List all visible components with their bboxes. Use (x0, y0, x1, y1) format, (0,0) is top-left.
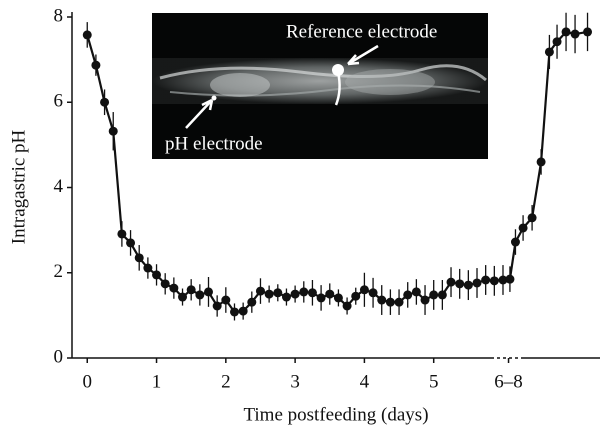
data-point (498, 275, 508, 285)
data-point (247, 297, 257, 307)
data-point (100, 97, 110, 107)
data-point (186, 285, 196, 295)
y-axis-label: Intragastric pH (8, 129, 29, 244)
data-point (561, 27, 571, 37)
data-point (143, 263, 153, 273)
x-tick-label: 4 (360, 371, 370, 392)
data-point (264, 289, 274, 299)
data-point (463, 280, 473, 290)
x-tick-label: 0 (82, 371, 92, 392)
y-tick-label: 2 (54, 261, 64, 282)
data-point (82, 30, 92, 40)
data-point (536, 157, 546, 167)
data-point (152, 270, 162, 280)
data-point (212, 301, 222, 311)
y-tick-label: 0 (54, 346, 64, 367)
y-tick-label: 6 (54, 91, 64, 112)
data-point (316, 293, 326, 303)
data-point (411, 287, 421, 297)
data-point (325, 289, 335, 299)
data-point (583, 27, 593, 37)
data-point (273, 288, 283, 298)
data-point (281, 292, 291, 302)
data-point (134, 253, 144, 263)
xray-inset: Reference electrode pH electrode (152, 13, 488, 159)
x-tick-label: 1 (152, 371, 162, 392)
y-tick-label: 8 (54, 5, 64, 26)
data-point (108, 126, 118, 136)
data-point (368, 288, 378, 298)
annotation: pH electrode (165, 133, 263, 154)
data-point (229, 307, 239, 317)
x-tick-label: 2 (221, 371, 231, 392)
x-axis-label: Time postfeeding (days) (243, 404, 428, 425)
data-point (238, 306, 248, 316)
data-point (342, 301, 352, 311)
data-point (204, 287, 214, 297)
data-point (394, 297, 404, 307)
data-point (403, 290, 413, 300)
data-point (489, 276, 499, 286)
data-point (420, 295, 430, 305)
data-point (518, 223, 528, 233)
annotation: Reference electrode (286, 21, 437, 42)
data-point (385, 297, 395, 307)
data-point (446, 277, 456, 287)
data-point (544, 47, 554, 57)
data-point (160, 279, 170, 289)
data-point (290, 289, 300, 299)
data-point (221, 295, 231, 305)
data-point (126, 238, 136, 248)
data-point (505, 274, 515, 284)
data-point (169, 283, 179, 293)
data-point (481, 275, 491, 285)
x-tick-label: 6–8 (494, 371, 523, 392)
data-point (510, 237, 520, 247)
data-point (359, 285, 369, 295)
x-tick-label: 3 (290, 371, 300, 392)
data-point (429, 290, 439, 300)
data-point (570, 29, 580, 39)
data-point (91, 60, 101, 70)
data-point (527, 213, 537, 223)
y-tick-label: 4 (54, 176, 64, 197)
data-point (455, 279, 465, 289)
data-point (307, 288, 317, 298)
data-point (178, 292, 188, 302)
data-point (351, 291, 361, 301)
data-point (552, 37, 562, 47)
x-tick-label: 5 (429, 371, 439, 392)
data-point (255, 286, 265, 296)
data-point (437, 290, 447, 300)
data-point (117, 229, 127, 239)
data-point (472, 278, 482, 288)
data-point (333, 293, 343, 303)
data-point (195, 290, 205, 300)
data-point (299, 287, 309, 297)
data-point (377, 295, 387, 305)
